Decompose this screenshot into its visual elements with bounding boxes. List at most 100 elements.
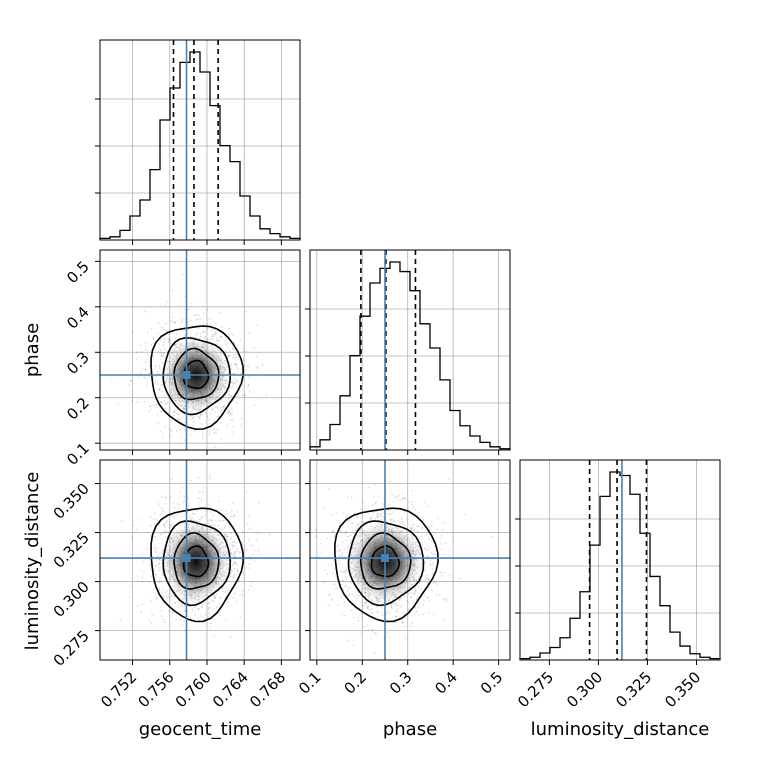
sample-point <box>245 310 247 312</box>
sample-point <box>160 533 163 535</box>
sample-point <box>365 604 368 607</box>
sample-point <box>414 529 416 532</box>
sample-point <box>173 321 176 324</box>
sample-point <box>225 586 228 589</box>
sample-point <box>361 617 363 619</box>
sample-point <box>202 330 204 333</box>
sample-point <box>154 565 157 567</box>
sample-point <box>210 323 213 326</box>
sample-point <box>391 512 393 515</box>
sample-point <box>223 591 226 593</box>
sample-point <box>230 536 232 539</box>
sample-point <box>257 532 260 535</box>
sample-point <box>449 549 451 552</box>
sample-point <box>162 326 165 329</box>
sample-point <box>427 577 429 580</box>
sample-point <box>245 369 248 371</box>
sample-point <box>158 558 161 561</box>
sample-point <box>375 605 378 608</box>
sample-point <box>232 381 234 384</box>
sample-point <box>322 581 324 584</box>
sample-point <box>356 597 359 600</box>
contour-4 <box>150 507 245 623</box>
sample-point <box>236 562 238 565</box>
sample-point <box>229 413 232 415</box>
sample-point <box>366 624 369 627</box>
sample-point <box>164 303 167 306</box>
sample-point <box>213 334 216 337</box>
sample-point <box>153 512 156 515</box>
sample-point <box>187 495 189 497</box>
sample-point <box>180 436 183 439</box>
sample-point <box>179 418 182 421</box>
sample-point <box>423 599 425 601</box>
sample-point <box>241 593 244 596</box>
y-tick-label: 0.300 <box>50 578 93 621</box>
sample-point <box>214 332 217 335</box>
sample-point <box>343 548 346 550</box>
sample-point <box>438 594 441 596</box>
sample-point <box>235 567 238 570</box>
ylabel-phase: phase <box>22 323 43 377</box>
sample-point <box>346 590 349 592</box>
sample-point <box>401 520 404 523</box>
sample-point <box>163 621 166 623</box>
sample-point <box>253 560 256 562</box>
sample-point <box>463 513 466 516</box>
sample-point <box>159 384 162 387</box>
sample-point <box>213 410 216 413</box>
sample-point <box>253 347 255 350</box>
sample-point <box>205 413 208 415</box>
sample-point <box>191 417 194 420</box>
sample-point <box>135 351 138 354</box>
sample-point <box>230 407 233 410</box>
sample-point <box>327 593 330 596</box>
sample-point <box>212 514 214 517</box>
sample-point <box>422 613 424 616</box>
sample-point <box>363 626 365 628</box>
sample-point <box>164 337 167 340</box>
sample-point <box>372 503 375 506</box>
sample-point <box>181 486 184 489</box>
sample-point <box>158 569 160 572</box>
sample-point <box>140 611 143 614</box>
sample-point <box>129 379 132 382</box>
sample-point <box>165 590 168 592</box>
sample-point <box>216 428 218 431</box>
sample-point <box>426 545 429 548</box>
sample-point <box>165 496 168 499</box>
sample-point <box>226 412 229 415</box>
sample-point <box>201 605 203 607</box>
sample-point <box>400 499 402 502</box>
sample-point <box>231 431 234 434</box>
sample-point <box>157 322 160 325</box>
sample-point <box>154 382 157 384</box>
sample-point <box>444 597 447 600</box>
sample-point <box>174 408 177 411</box>
sample-point <box>166 595 168 598</box>
sample-point <box>152 336 155 339</box>
sample-point <box>338 559 340 562</box>
sample-point <box>333 583 335 586</box>
sample-point <box>148 405 151 408</box>
sample-point <box>220 439 223 441</box>
sample-point <box>428 538 431 541</box>
sample-point <box>191 513 194 515</box>
sample-point <box>175 430 178 433</box>
sample-point <box>381 515 383 518</box>
sample-point <box>172 321 174 324</box>
sample-point <box>156 370 159 373</box>
sample-point <box>410 596 413 598</box>
sample-point <box>242 590 244 593</box>
sample-point <box>157 547 159 550</box>
sample-point <box>351 522 354 525</box>
sample-point <box>232 347 235 350</box>
x-tick-label: 0.275 <box>514 668 557 711</box>
sample-point <box>217 524 219 527</box>
sample-point <box>227 397 230 400</box>
sample-point <box>247 383 250 386</box>
sample-point <box>258 501 260 504</box>
sample-point <box>256 538 258 541</box>
sample-point <box>236 401 239 404</box>
